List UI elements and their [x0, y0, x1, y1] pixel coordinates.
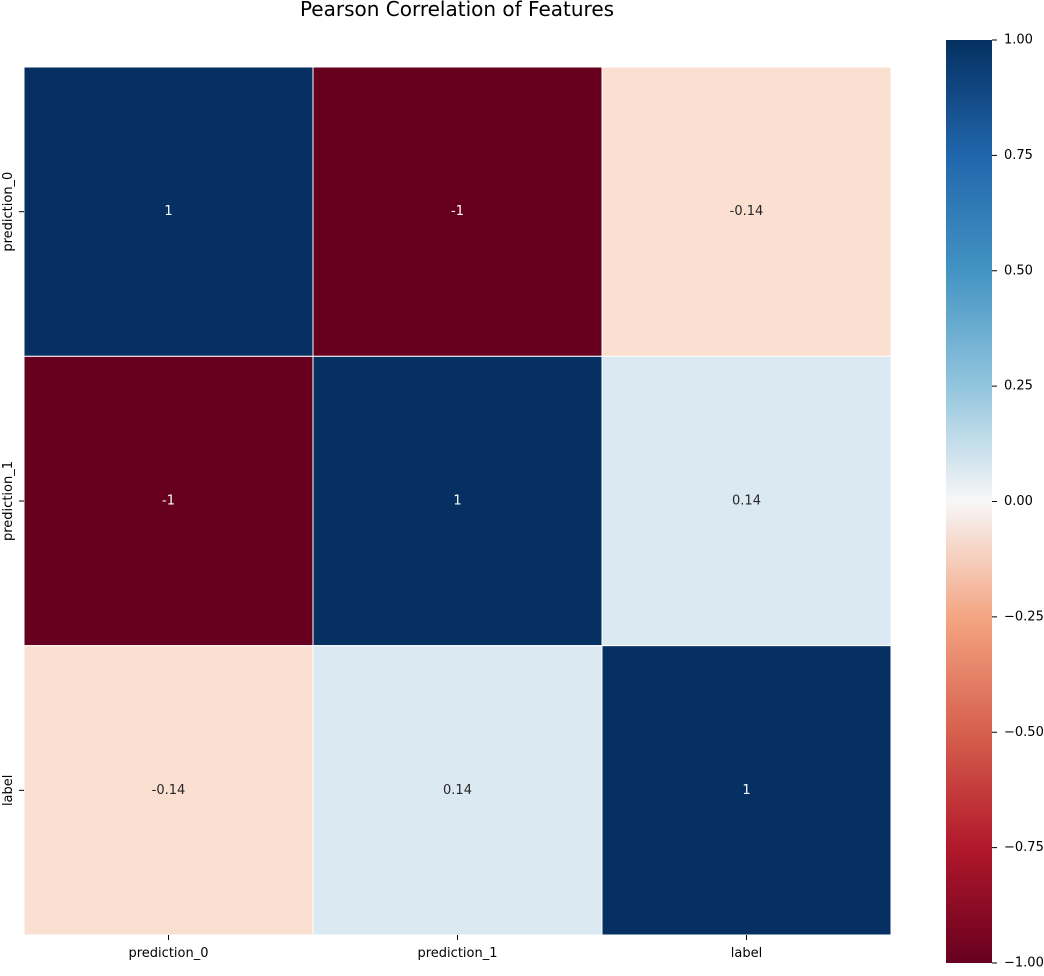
heatmap-cell-prediction_0-prediction_1 [312, 66, 603, 357]
cell-annotation: 1 [453, 494, 461, 509]
cell-annotations: 1 -1 -0.14 -1 1 0.14 -0.14 0.14 1 [152, 204, 764, 798]
heatmap-cells [23, 66, 892, 936]
cell-annotation: -0.14 [730, 204, 764, 219]
colorbar-tick-label: 0.25 [1004, 379, 1033, 394]
x-axis: prediction_0 prediction_1 label [129, 935, 762, 961]
cell-annotation: 0.14 [732, 494, 761, 509]
y-tick-label: prediction_0 [1, 172, 16, 252]
colorbar-tick-label: 0.75 [1004, 148, 1033, 163]
x-tick-label: prediction_1 [418, 946, 498, 961]
colorbar-tick-label: −0.25 [1004, 609, 1044, 624]
colorbar-tick-label: −0.75 [1004, 840, 1044, 855]
cell-annotation: -0.14 [152, 783, 186, 798]
heatmap-cell-prediction_0-prediction_0 [23, 66, 314, 357]
y-tick-label: prediction_1 [1, 461, 16, 541]
x-tick-label: label [731, 946, 762, 961]
colorbar-tick-label: −1.00 [1004, 956, 1044, 971]
chart-title: Pearson Correlation of Features [300, 0, 614, 21]
cell-annotation: 1 [164, 204, 172, 219]
cell-annotation: -1 [451, 204, 464, 219]
heatmap-cell-prediction_1-prediction_1 [312, 355, 603, 647]
cell-annotation: 0.14 [443, 783, 472, 798]
colorbar-tick-label: 0.00 [1004, 494, 1033, 509]
colorbar-axis: 1.00 0.75 0.50 0.25 0.00 −0.25 −0.50 −0.75 −1.00 [992, 33, 1044, 971]
heatmap-cell-label-prediction_1 [312, 645, 603, 936]
colorbar-tick-label: 0.50 [1004, 263, 1033, 278]
y-tick-label: label [1, 775, 16, 806]
heatmap-cell-label-prediction_0 [23, 645, 314, 936]
colorbar [946, 40, 992, 963]
colorbar-tick-label: 1.00 [1004, 33, 1033, 48]
heatmap-cell-prediction_1-prediction_0 [23, 355, 314, 647]
x-tick-label: prediction_0 [129, 946, 209, 961]
cell-annotation: 1 [742, 783, 750, 798]
heatmap-cell-prediction_1-label [601, 355, 892, 647]
colorbar-tick-label: −0.50 [1004, 725, 1044, 740]
heatmap-cell-prediction_0-label [601, 66, 892, 357]
cell-annotation: -1 [162, 494, 175, 509]
